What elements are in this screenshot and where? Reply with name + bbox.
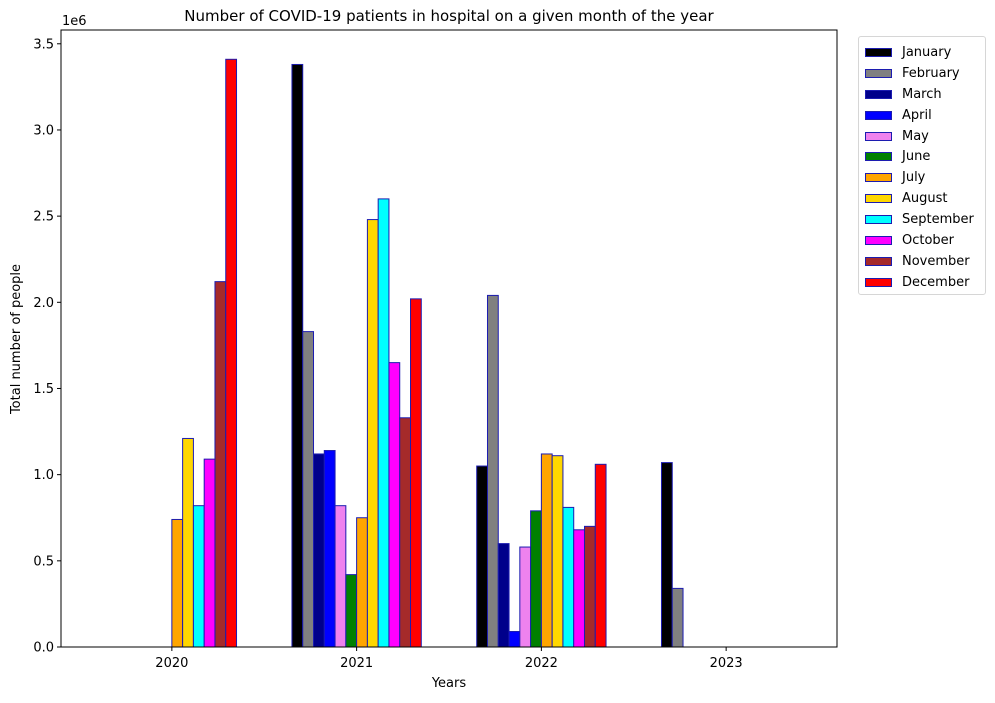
- legend: January February March April May June Ju…: [858, 36, 986, 295]
- bar-november-2021: [399, 417, 412, 648]
- bar-april-2021: [323, 450, 336, 648]
- legend-swatch-december: [865, 277, 892, 287]
- legend-swatch-february: [865, 68, 892, 78]
- bar-march-2021: [313, 453, 325, 648]
- x-tick-label: 2020: [155, 656, 188, 671]
- bar-june-2021: [345, 574, 358, 648]
- bar-april-2022: [508, 630, 521, 648]
- bar-june-2022: [530, 510, 542, 648]
- legend-item-november: November: [865, 251, 985, 272]
- bar-december-2021: [410, 298, 422, 648]
- bar-july-2021: [356, 517, 368, 648]
- legend-label-january: January: [902, 44, 952, 60]
- bar-february-2021: [302, 331, 315, 648]
- bar-august-2022: [551, 455, 564, 648]
- bar-october-2020: [203, 458, 216, 648]
- plot-frame: [60, 29, 838, 648]
- bar-january-2022: [476, 465, 488, 648]
- legend-swatch-june: [865, 152, 892, 162]
- bar-november-2020: [214, 281, 227, 648]
- bar-october-2021: [388, 362, 401, 648]
- y-tick-label: 0.5: [33, 554, 54, 569]
- legend-swatch-january: [865, 47, 892, 57]
- legend-item-october: October: [865, 230, 985, 251]
- legend-item-july: July: [865, 167, 985, 188]
- y-tick-label: 2.5: [33, 210, 54, 225]
- x-tick-label: 2022: [525, 656, 558, 671]
- axes-layer: 0.0 0.5 1.0 1.5 2.0 2.5 3.0 3.5 2020 2021 2022 2023: [33, 29, 838, 671]
- bar-september-2022: [562, 506, 575, 648]
- chart-title: Number of COVID-19 patients in hospital …: [184, 7, 714, 25]
- bar-february-2022: [486, 294, 499, 648]
- legend-label-august: August: [902, 191, 948, 207]
- bar-january-2023: [660, 462, 673, 648]
- legend-label-may: May: [902, 128, 929, 144]
- legend-swatch-september: [865, 215, 892, 225]
- y-axis-label: Total number of people: [9, 264, 24, 415]
- bar-november-2022: [583, 525, 596, 648]
- legend-label-october: October: [902, 232, 955, 248]
- bar-october-2022: [573, 529, 585, 648]
- legend-swatch-august: [865, 194, 892, 204]
- legend-swatch-april: [865, 110, 892, 120]
- bar-march-2022: [497, 543, 510, 648]
- legend-label-july: July: [902, 170, 926, 186]
- legend-label-september: September: [902, 212, 974, 228]
- legend-item-may: May: [865, 126, 985, 147]
- bar-may-2022: [519, 546, 532, 648]
- y-tick-label: 1.0: [33, 468, 54, 483]
- y-axis-offset-label: 1e6: [62, 14, 87, 29]
- bar-january-2021: [291, 63, 304, 648]
- legend-swatch-july: [865, 173, 892, 183]
- legend-swatch-november: [865, 256, 892, 266]
- bar-september-2020: [192, 505, 205, 648]
- legend-item-december: December: [865, 272, 985, 293]
- bar-december-2020: [225, 58, 238, 648]
- bar-september-2021: [377, 198, 390, 648]
- bar-december-2022: [594, 463, 607, 648]
- legend-item-august: August: [865, 188, 985, 209]
- bar-july-2022: [540, 453, 553, 648]
- x-tick-label: 2021: [340, 656, 373, 671]
- bar-may-2021: [334, 505, 347, 648]
- legend-label-june: June: [902, 149, 931, 165]
- legend-label-february: February: [902, 65, 960, 81]
- legend-label-march: March: [902, 86, 942, 102]
- legend-label-november: November: [902, 253, 970, 269]
- bar-august-2020: [182, 437, 194, 648]
- legend-item-march: March: [865, 84, 985, 105]
- legend-item-january: January: [865, 42, 985, 63]
- legend-item-february: February: [865, 63, 985, 84]
- y-tick-label: 1.5: [33, 382, 54, 397]
- bar-february-2023: [671, 587, 684, 648]
- bar-july-2020: [171, 518, 184, 648]
- legend-item-june: June: [865, 146, 985, 167]
- x-tick-label: 2023: [710, 656, 743, 671]
- legend-label-december: December: [902, 274, 970, 290]
- legend-swatch-october: [865, 235, 892, 245]
- legend-swatch-march: [865, 89, 892, 99]
- bar-august-2021: [366, 219, 379, 648]
- legend-label-april: April: [902, 107, 932, 123]
- y-tick-label: 3.5: [33, 37, 54, 52]
- x-axis-label: Years: [431, 676, 467, 691]
- legend-item-september: September: [865, 209, 985, 230]
- y-tick-label: 0.0: [33, 641, 54, 656]
- legend-swatch-may: [865, 131, 892, 141]
- y-tick-label: 3.0: [33, 123, 54, 138]
- legend-item-april: April: [865, 105, 985, 126]
- bars-layer: [171, 58, 684, 648]
- y-tick-label: 2.0: [33, 296, 54, 311]
